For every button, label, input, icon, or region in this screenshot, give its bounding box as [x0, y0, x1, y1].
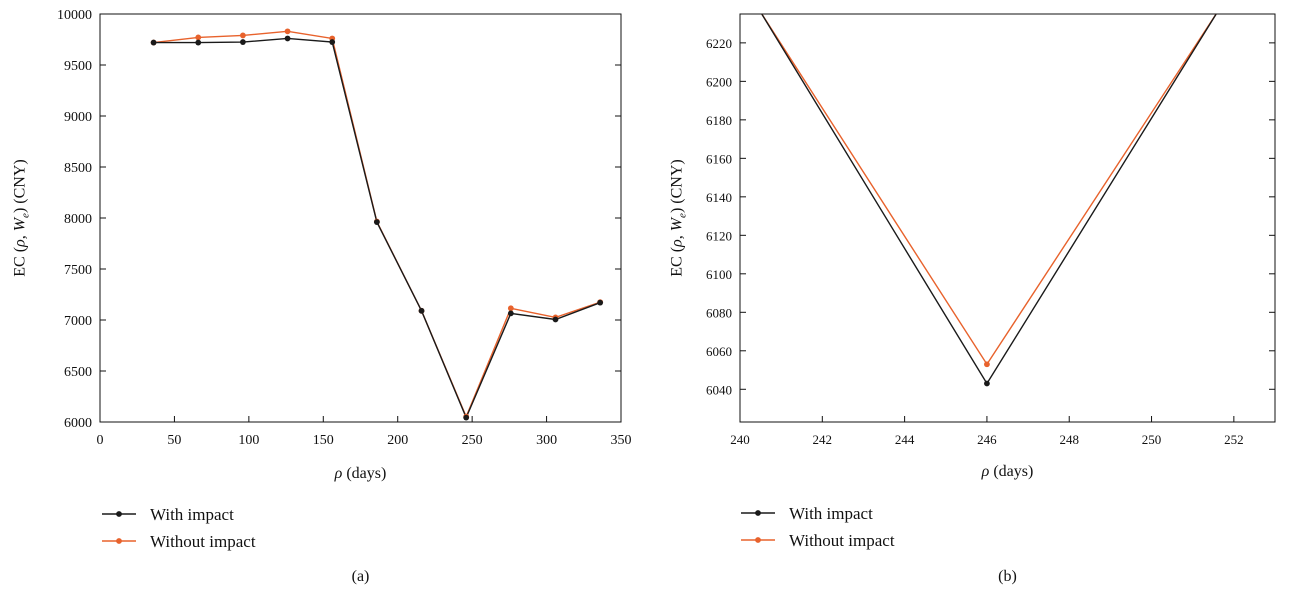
legend-swatch-marker [116, 538, 122, 544]
x-axis-label-b: ρ (days) [981, 463, 1034, 480]
series-line-without-impact [760, 14, 1217, 366]
x-tick-label: 300 [536, 433, 557, 448]
data-point-with-impact [329, 39, 336, 45]
series-line-with-impact [153, 37, 601, 420]
legend-a: With impact Without impact [102, 505, 256, 551]
series-line-with-impact [760, 14, 1218, 385]
data-point-with-impact [507, 310, 514, 317]
panel-b: 240 242 244 246 248 250 252 6040 6060 6080 6100 612… [669, 13, 1276, 585]
y-tick-label: 6080 [706, 305, 732, 320]
y-tick-label: 6120 [706, 228, 732, 243]
y-tick-label: 6140 [706, 190, 732, 205]
data-point-with-impact [552, 316, 559, 323]
y-tick-label: 6100 [706, 267, 732, 282]
x-tick-label: 242 [813, 432, 833, 447]
y-tick-label: 8500 [64, 161, 92, 176]
series-b [760, 14, 1218, 387]
x-tick-label: 246 [977, 432, 997, 447]
ticks-a: 0 50 100 150 200 250 300 350 6000 6500 7000 7500 800… [57, 8, 632, 448]
y-axis-label-a: EC (ρ, We) (CNY) [12, 159, 32, 276]
data-point-with-impact [195, 39, 202, 46]
legend-b: With impact Without impact [741, 504, 895, 550]
data-point-without-impact [984, 361, 990, 368]
data-point-with-impact [240, 39, 246, 45]
series-clip-group [150, 28, 604, 421]
data-point-with-impact [597, 299, 604, 306]
x-tick-label: 50 [167, 433, 181, 448]
plot-frame-a [99, 13, 622, 423]
plot-frame-b [739, 13, 1276, 423]
legend-label: With impact [150, 505, 234, 524]
y-tick-label: 6220 [706, 36, 732, 51]
data-point-without-impact [507, 305, 514, 312]
panel-a: 0 50 100 150 200 250 300 350 6000 6500 7000 7500 800… [12, 8, 632, 585]
ticks-b: 240 242 244 246 248 250 252 6040 6060 6080 6100 612… [706, 36, 1275, 447]
y-tick-label: 6180 [706, 113, 732, 128]
data-point-with-impact [284, 35, 291, 42]
series-clip-group [760, 14, 1218, 387]
y-tick-label: 9000 [64, 110, 92, 125]
panel-label-a: (a) [352, 568, 370, 585]
y-tick-label: 6200 [706, 74, 732, 89]
x-tick-label: 250 [1142, 432, 1162, 447]
x-tick-label: 200 [387, 433, 408, 448]
y-tick-label: 7500 [64, 263, 92, 278]
legend-label: With impact [789, 504, 873, 523]
series-a [150, 28, 604, 421]
y-tick-label: 6040 [706, 382, 732, 397]
y-axis-label-b: EC (ρ, We) (CNY) [669, 159, 689, 276]
legend-swatch-marker [116, 511, 122, 517]
panel-label-b: (b) [998, 568, 1017, 585]
x-tick-label: 350 [611, 433, 632, 448]
legend-swatch-marker [755, 510, 761, 516]
x-tick-label: 250 [462, 433, 483, 448]
data-point-without-impact [240, 32, 246, 39]
y-tick-label: 6000 [64, 416, 92, 431]
x-tick-label: 248 [1059, 432, 1079, 447]
x-tick-label: 252 [1224, 432, 1244, 447]
y-tick-label: 10000 [57, 8, 92, 23]
x-tick-label: 150 [313, 433, 334, 448]
data-point-with-impact [418, 307, 425, 314]
data-point-without-impact [195, 34, 202, 41]
y-tick-label: 6500 [64, 365, 92, 380]
data-point-with-impact [150, 39, 157, 46]
data-point-with-impact [984, 380, 990, 387]
x-tick-label: 240 [730, 432, 750, 447]
legend-label: Without impact [789, 531, 895, 550]
data-point-without-impact [284, 28, 291, 35]
x-tick-label: 0 [97, 433, 104, 448]
y-tick-label: 7000 [64, 314, 92, 329]
data-point-with-impact [463, 414, 470, 421]
x-tick-label: 244 [895, 432, 915, 447]
y-tick-label: 8000 [64, 212, 92, 227]
legend-label: Without impact [150, 532, 256, 551]
legend-swatch-marker [755, 537, 761, 543]
y-tick-label: 9500 [64, 59, 92, 74]
data-point-with-impact [373, 219, 380, 225]
y-tick-label: 6060 [706, 344, 732, 359]
x-tick-label: 100 [238, 433, 259, 448]
y-tick-label: 6160 [706, 151, 732, 166]
x-axis-label-a: ρ (days) [334, 465, 387, 482]
